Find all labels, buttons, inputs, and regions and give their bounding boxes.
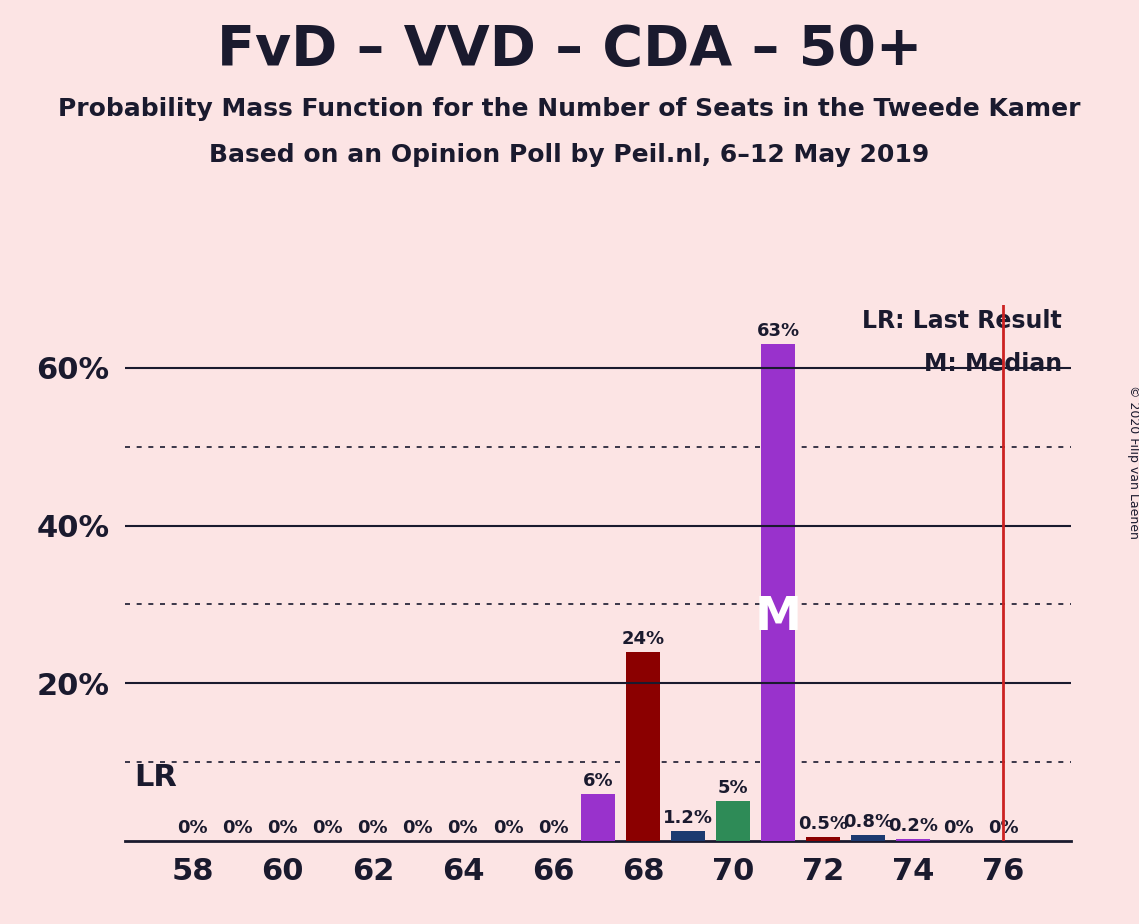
Text: M: Median: M: Median xyxy=(924,352,1062,376)
Text: 0%: 0% xyxy=(988,819,1018,837)
Text: 0%: 0% xyxy=(402,819,433,837)
Text: 0.2%: 0.2% xyxy=(888,818,939,835)
Text: 0%: 0% xyxy=(448,819,478,837)
Bar xyxy=(626,651,659,841)
Text: FvD – VVD – CDA – 50+: FvD – VVD – CDA – 50+ xyxy=(216,23,923,77)
Bar xyxy=(851,834,885,841)
Text: Probability Mass Function for the Number of Seats in the Tweede Kamer: Probability Mass Function for the Number… xyxy=(58,97,1081,121)
Text: M: M xyxy=(754,595,802,640)
Text: 0%: 0% xyxy=(222,819,253,837)
Text: 0%: 0% xyxy=(493,819,523,837)
Text: 1.2%: 1.2% xyxy=(663,809,713,828)
Text: 0%: 0% xyxy=(268,819,298,837)
Text: 63%: 63% xyxy=(756,322,800,340)
Text: 24%: 24% xyxy=(622,630,664,648)
Text: 0.5%: 0.5% xyxy=(798,815,849,833)
Bar xyxy=(581,794,615,841)
Text: 0%: 0% xyxy=(178,819,208,837)
Bar xyxy=(671,832,705,841)
Bar xyxy=(761,345,795,841)
Text: 0%: 0% xyxy=(943,819,974,837)
Bar xyxy=(896,839,929,841)
Text: 6%: 6% xyxy=(583,772,613,790)
Text: Based on an Opinion Poll by Peil.nl, 6–12 May 2019: Based on an Opinion Poll by Peil.nl, 6–1… xyxy=(210,143,929,167)
Text: 0%: 0% xyxy=(312,819,343,837)
Bar xyxy=(806,837,839,841)
Text: © 2020 Filip van Laenen: © 2020 Filip van Laenen xyxy=(1126,385,1139,539)
Text: 0.8%: 0.8% xyxy=(843,812,893,831)
Text: 0%: 0% xyxy=(358,819,388,837)
Text: LR: LR xyxy=(134,763,178,792)
Text: 0%: 0% xyxy=(538,819,568,837)
Bar xyxy=(716,801,749,841)
Text: LR: Last Result: LR: Last Result xyxy=(862,309,1062,333)
Text: 5%: 5% xyxy=(718,780,748,797)
